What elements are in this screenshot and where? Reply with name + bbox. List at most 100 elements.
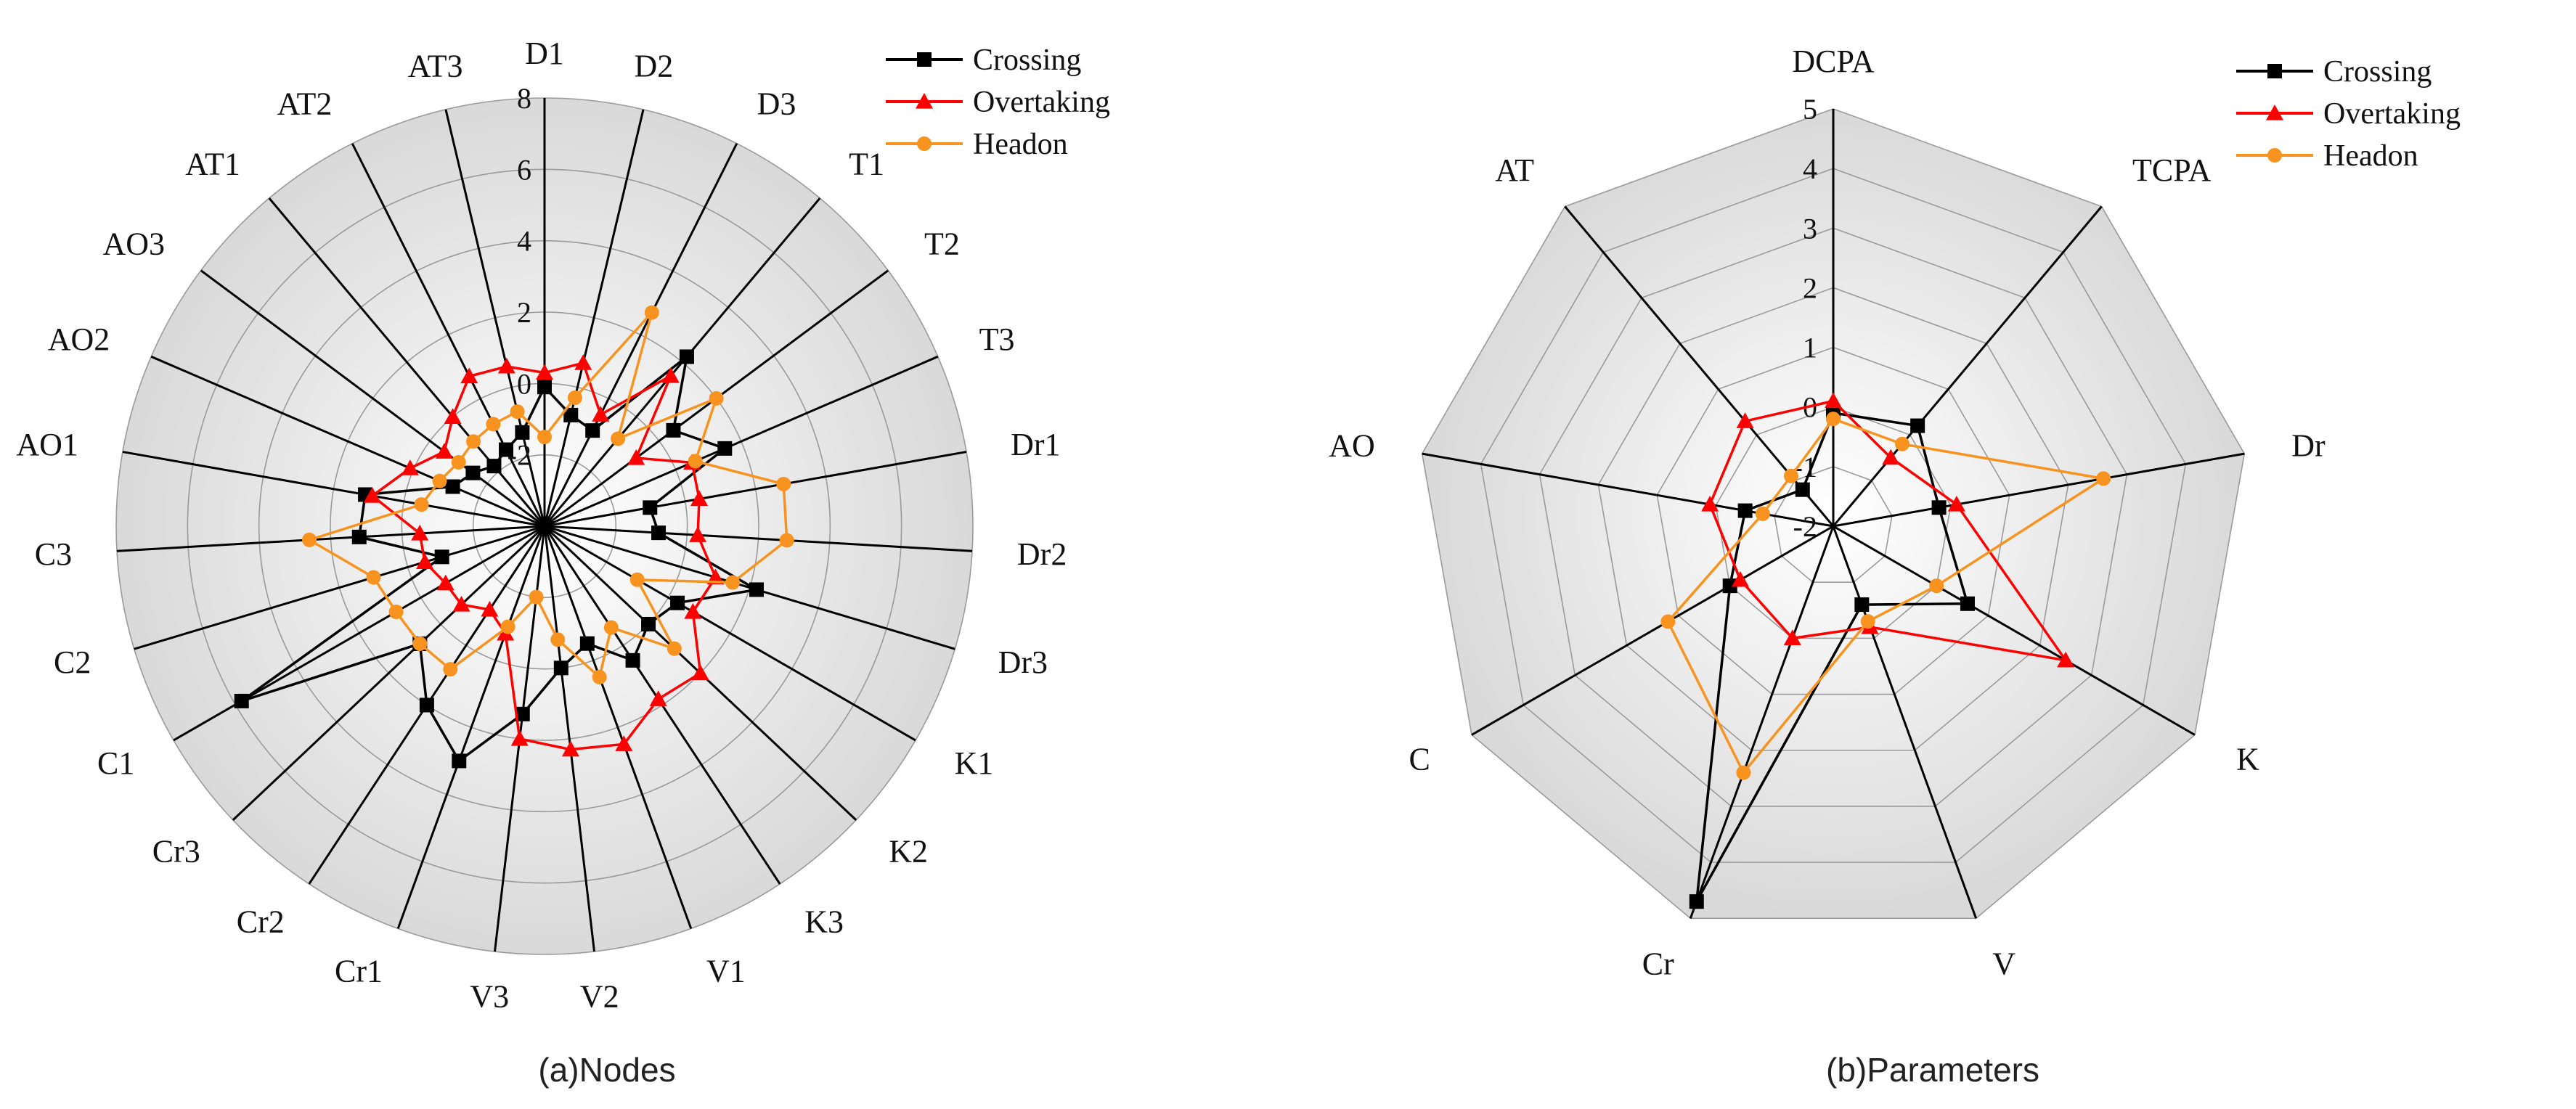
spoke-at2 <box>351 143 546 527</box>
series-headon <box>302 305 794 684</box>
point-crossing-v <box>1854 597 1870 613</box>
point-headon-d1 <box>537 430 552 445</box>
grid-ring <box>1421 108 2246 920</box>
point-crossing-t1 <box>679 349 694 364</box>
axis-label-k2: K2 <box>889 833 928 869</box>
spoke-t3 <box>544 355 939 528</box>
point-crossing-ao <box>1737 503 1753 518</box>
spoke-dr2 <box>544 525 973 552</box>
radar-chart-parameters: -2-1012345DCPATCPADrKVCrCAOATCrossingOve… <box>1329 44 2461 981</box>
point-headon-c3 <box>302 532 317 547</box>
axis-label-c2: C2 <box>54 644 91 680</box>
axis-label-ao1: AO1 <box>16 427 78 462</box>
point-overtaking-c1 <box>436 574 455 591</box>
axis-label-ao3: AO3 <box>102 226 165 262</box>
point-crossing-dr <box>1931 500 1947 515</box>
point-headon-cr <box>1736 765 1751 780</box>
series-line-headon <box>1666 417 2105 774</box>
point-overtaking-k1 <box>684 603 702 619</box>
point-crossing-t3 <box>717 441 733 456</box>
point-overtaking-ao <box>1701 496 1719 512</box>
legend-marker-headon <box>917 136 932 151</box>
legend-label-overtaking: Overtaking <box>2323 97 2461 131</box>
point-headon-k1 <box>629 572 645 587</box>
point-crossing-ao3 <box>465 465 481 480</box>
tick-label: 5 <box>1803 93 1817 126</box>
tick-label: 6 <box>517 153 531 186</box>
spoke-ao1 <box>122 451 545 528</box>
point-headon-c2 <box>366 570 381 585</box>
point-headon-c <box>1660 614 1676 629</box>
legend-label-crossing: Crossing <box>2323 55 2432 89</box>
point-crossing-d3 <box>585 423 600 438</box>
series-line-overtaking <box>370 361 717 751</box>
legend-label-overtaking: Overtaking <box>973 86 1110 119</box>
point-overtaking-v1 <box>615 735 633 751</box>
tick-label: 1 <box>1803 332 1817 364</box>
axis-label-v3: V3 <box>470 979 509 1015</box>
point-overtaking-d3 <box>592 406 610 422</box>
point-overtaking-dcpa <box>1825 392 1842 409</box>
point-headon-ao3 <box>451 454 466 470</box>
point-crossing-dr1 <box>643 500 658 515</box>
point-headon-at2 <box>486 417 501 432</box>
point-headon-cr1 <box>500 619 515 634</box>
point-overtaking-cr <box>1783 629 1801 645</box>
point-overtaking-v2 <box>561 740 579 757</box>
spoke-cr3 <box>232 525 546 821</box>
point-crossing-c2 <box>434 549 449 565</box>
point-overtaking-ao1 <box>363 487 381 503</box>
point-crossing-v3 <box>515 706 530 721</box>
point-headon-d2 <box>567 390 582 405</box>
point-overtaking-at2 <box>460 367 478 384</box>
point-overtaking-at3 <box>497 357 515 374</box>
series-line-crossing <box>240 355 758 763</box>
point-overtaking-c2 <box>416 553 434 569</box>
axis-label-c3: C3 <box>35 536 72 572</box>
point-headon-v <box>1860 614 1875 629</box>
point-headon-cr3 <box>412 636 428 651</box>
point-headon-v2 <box>550 632 566 647</box>
point-headon-v3 <box>529 589 544 605</box>
axis-label-d2: D2 <box>634 49 673 84</box>
axis-label-t1: T1 <box>849 147 884 182</box>
series-line-headon <box>308 311 788 679</box>
point-overtaking-k2 <box>691 664 709 681</box>
caption-parameters: (b)Parameters <box>1826 1051 2039 1089</box>
tick-label: 8 <box>517 82 531 115</box>
axis-label-cr1: Cr1 <box>335 954 383 989</box>
point-crossing-tcpa <box>1910 418 1925 433</box>
point-headon-t1 <box>611 431 626 446</box>
point-headon-k2 <box>667 641 682 656</box>
grid-ring <box>1774 466 1893 583</box>
point-overtaking-k3 <box>649 690 667 706</box>
tick-label: 2 <box>517 296 531 329</box>
point-headon-at <box>1783 468 1798 483</box>
point-overtaking-d1 <box>536 364 553 380</box>
axis-label-dr3: Dr3 <box>998 644 1048 680</box>
point-headon-at3 <box>510 404 525 420</box>
point-headon-tcpa <box>1895 436 1910 451</box>
grid-ring <box>1656 346 2010 695</box>
spoke-at3 <box>444 109 546 527</box>
axis-label-k: K <box>2236 742 2259 777</box>
spoke-v <box>1832 525 1978 919</box>
point-headon-ao2 <box>432 473 447 488</box>
legend-marker-crossing <box>2267 64 2282 78</box>
point-overtaking-dr <box>1947 496 1965 512</box>
tick-label: 0 <box>517 367 531 400</box>
axis-label-cr2: Cr2 <box>237 904 285 940</box>
point-crossing-dr3 <box>749 582 765 597</box>
point-overtaking-at <box>1736 412 1754 428</box>
legend: Crossing Overtaking Headon <box>2236 55 2461 173</box>
point-overtaking-ao2 <box>401 459 419 475</box>
spoke-k1 <box>544 525 916 742</box>
spoke-ao3 <box>200 269 545 528</box>
spoke-v1 <box>543 525 693 929</box>
spoke-d2 <box>543 109 645 527</box>
point-overtaking-ao3 <box>435 443 453 459</box>
point-crossing-k1 <box>670 595 685 610</box>
series-headon <box>1660 412 2111 780</box>
axis-label-at3: AT3 <box>408 49 463 84</box>
axis-label-dr: Dr <box>2291 428 2326 464</box>
